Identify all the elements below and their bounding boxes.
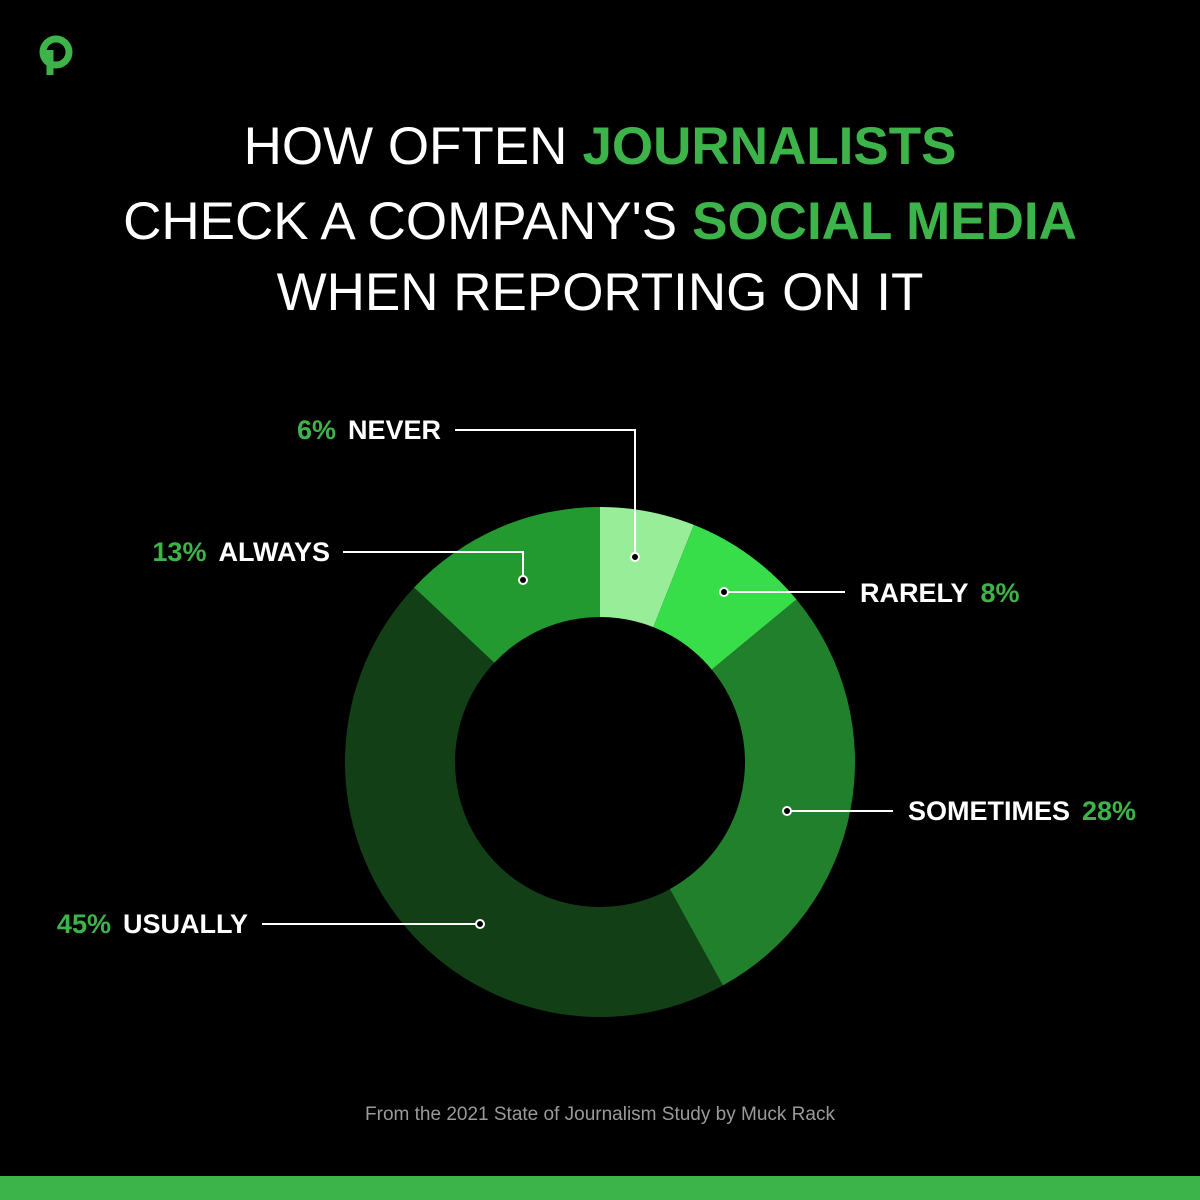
bottom-bar: [0, 1176, 1200, 1200]
value-label: 28%: [1082, 796, 1136, 826]
leader-dot: [630, 552, 640, 562]
title-line: CHECK A COMPANY'S SOCIAL MEDIA: [123, 192, 1077, 251]
leader-dot: [518, 575, 528, 585]
slice-label: RARELY 8%: [860, 578, 1020, 608]
slice-label: SOMETIMES 28%: [908, 796, 1136, 826]
leader-dot: [475, 919, 485, 929]
leader-line: [343, 551, 524, 580]
leader-line: [455, 429, 636, 557]
category-label: SOMETIMES: [908, 796, 1070, 826]
category-label: USUALLY: [123, 909, 248, 939]
title-run: JOURNALISTS: [582, 117, 956, 176]
leader-dot: [782, 806, 792, 816]
title-line: WHEN REPORTING ON IT: [277, 263, 924, 322]
category-label: RARELY: [860, 578, 969, 608]
leader-dot: [719, 587, 729, 597]
slice-label: 13% ALWAYS: [152, 537, 330, 567]
value-label: 45%: [57, 909, 111, 939]
logo: [39, 35, 73, 75]
title-run: SOCIAL MEDIA: [692, 192, 1077, 251]
title-run: HOW OFTEN: [244, 117, 568, 176]
value-label: 13%: [152, 537, 206, 567]
donut-slice: [600, 507, 694, 628]
donut-slice: [345, 587, 723, 1018]
category-label: ALWAYS: [218, 537, 330, 567]
title-run: WHEN REPORTING ON IT: [277, 263, 924, 322]
title-line: HOW OFTEN JOURNALISTS: [244, 117, 957, 176]
donut-slice: [669, 599, 855, 986]
value-label: 8%: [981, 578, 1020, 608]
slice-label: 45% USUALLY: [57, 909, 248, 939]
donut-slice: [414, 507, 600, 663]
slice-label: 6% NEVER: [297, 415, 441, 445]
source-note: From the 2021 State of Journalism Study …: [365, 1104, 835, 1125]
value-label: 6%: [297, 415, 336, 445]
category-label: NEVER: [348, 415, 441, 445]
title-run: CHECK A COMPANY'S: [123, 192, 677, 251]
donut-slice: [653, 524, 797, 670]
